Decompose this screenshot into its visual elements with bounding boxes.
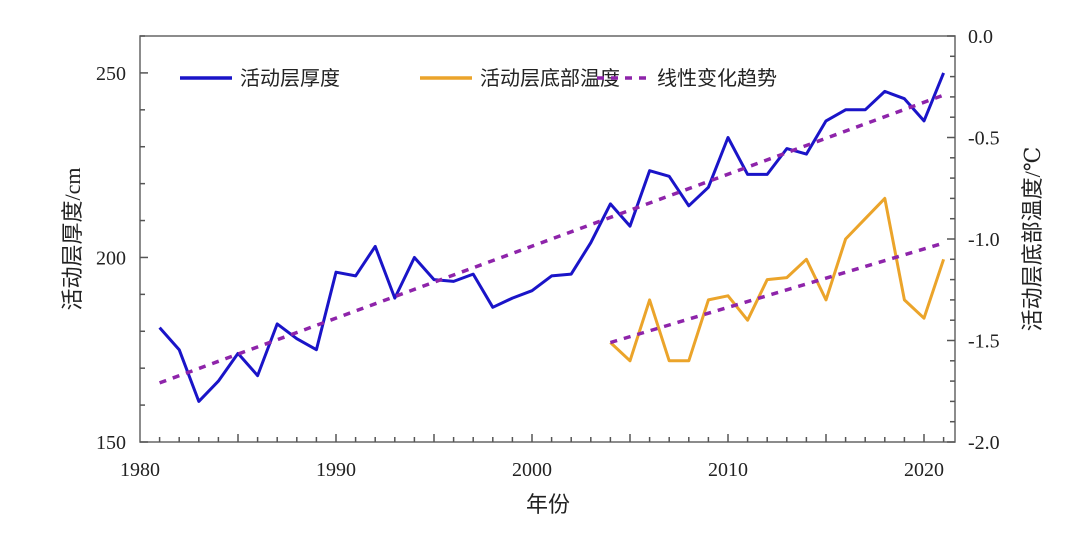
legend-label: 活动层底部温度 bbox=[480, 67, 620, 90]
y-tick-label: 200 bbox=[96, 247, 126, 269]
x-tick-label: 2010 bbox=[708, 459, 748, 481]
y-right-tick-label: 0.0 bbox=[968, 26, 993, 48]
legend-label: 活动层厚度 bbox=[240, 67, 340, 90]
y-axis-right-label: 活动层底部温度/℃ bbox=[1020, 147, 1045, 332]
x-tick-label: 1990 bbox=[316, 459, 356, 481]
series-line-3 bbox=[609, 241, 945, 345]
y-right-tick-label: -1.5 bbox=[968, 331, 1000, 353]
x-tick-label: 2000 bbox=[512, 459, 552, 481]
y-right-tick-label: -0.5 bbox=[968, 128, 1000, 150]
legend-label: 线性变化趋势 bbox=[657, 67, 777, 90]
y-tick-label: 250 bbox=[96, 63, 126, 85]
series-line-2 bbox=[158, 93, 945, 385]
y-axis-label: 活动层厚度/cm bbox=[60, 168, 85, 311]
x-axis-label: 年份 bbox=[526, 492, 570, 517]
x-tick-label: 1980 bbox=[120, 459, 160, 481]
series-line-0 bbox=[158, 72, 945, 403]
series-line-1 bbox=[609, 196, 946, 363]
y-tick-label: 150 bbox=[96, 432, 126, 454]
y-right-tick-label: -2.0 bbox=[968, 432, 1000, 454]
legend: 活动层厚度 活动层底部温度 线性变化趋势 bbox=[180, 67, 777, 90]
y-right-tick-label: -1.0 bbox=[968, 229, 1000, 251]
plot-frame bbox=[139, 35, 956, 443]
x-tick-label: 2020 bbox=[904, 459, 944, 481]
